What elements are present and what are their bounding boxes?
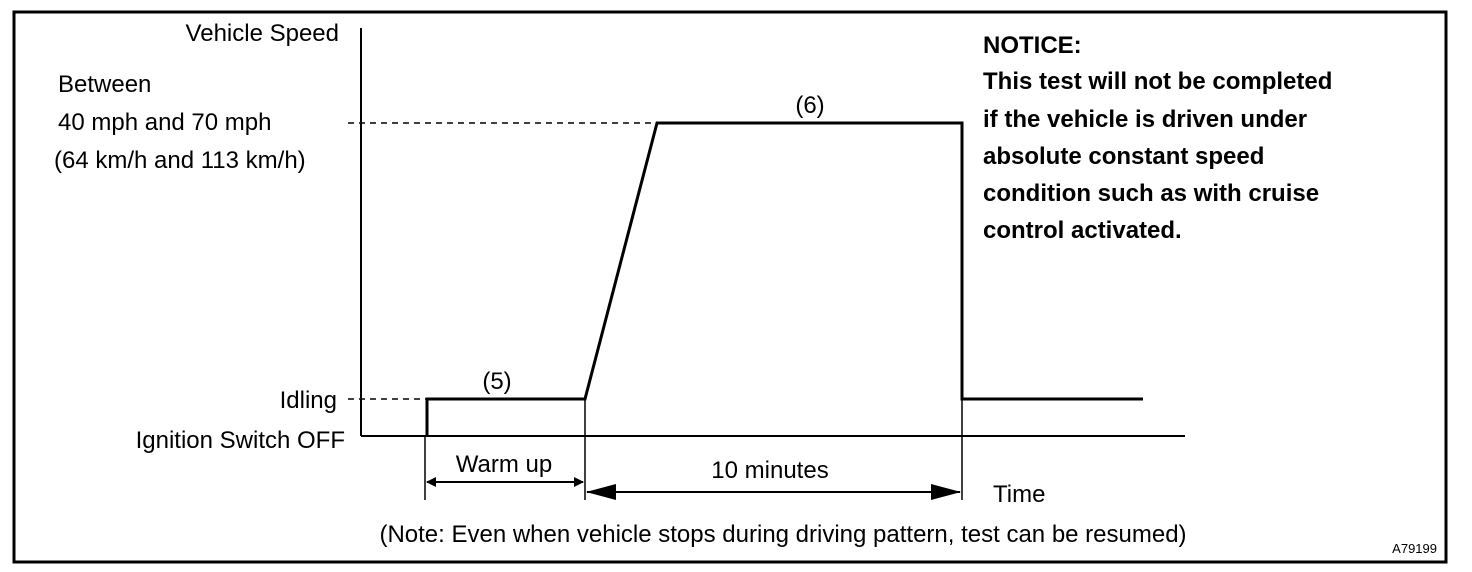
notice-line-3: absolute constant speed xyxy=(983,143,1264,170)
time-label: Time xyxy=(993,481,1045,508)
notice-heading: NOTICE: xyxy=(983,32,1082,59)
notice-line-5: control activated. xyxy=(983,217,1182,244)
step-6-label: (6) xyxy=(795,92,824,119)
speed-range-line-2: 40 mph and 70 mph xyxy=(58,109,271,136)
idling-label: Idling xyxy=(280,387,337,414)
figure-frame xyxy=(12,10,1448,564)
notice-line-4: condition such as with cruise xyxy=(983,180,1319,207)
step-5-label: (5) xyxy=(482,368,511,395)
ten-minutes-label: 10 minutes xyxy=(711,457,828,484)
notice-line-1: This test will not be completed xyxy=(983,68,1332,95)
speed-range-line-3: (64 km/h and 113 km/h) xyxy=(54,147,306,174)
figure-code: A79199 xyxy=(1392,541,1437,556)
warm-up-label: Warm up xyxy=(456,451,552,478)
vehicle-speed-label: Vehicle Speed xyxy=(186,20,339,47)
speed-range-line-1: Between xyxy=(58,71,151,98)
ignition-switch-off-label: Ignition Switch OFF xyxy=(136,427,345,454)
notice-line-2: if the vehicle is driven under xyxy=(983,106,1307,133)
footnote-text: (Note: Even when vehicle stops during dr… xyxy=(379,521,1186,548)
